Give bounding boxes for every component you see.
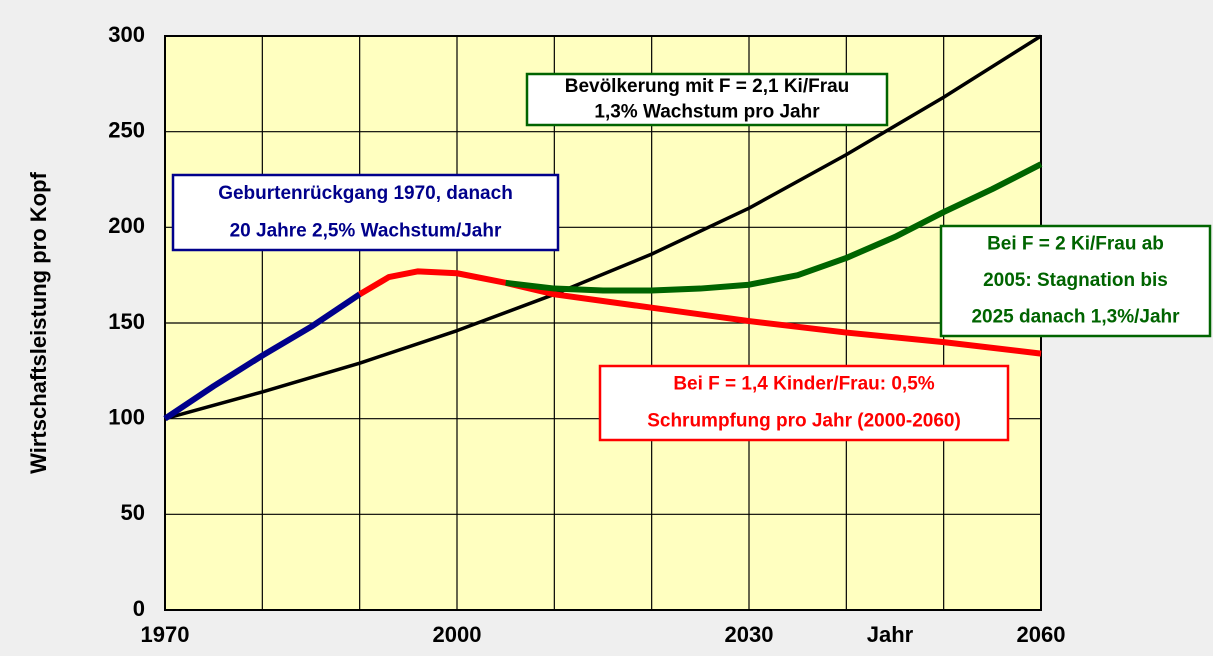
line	[358, 268, 1042, 357]
annotation-text: Bei F = 1,4 Kinder/Frau: 0,5%	[673, 374, 934, 395]
x-tick-label: 2060	[1017, 622, 1066, 647]
annotation-box	[525, 72, 889, 127]
y-tick-label: 100	[108, 404, 145, 429]
annotation-box	[939, 224, 1212, 338]
y-tick-label: 300	[108, 22, 145, 47]
x-tick-label: 1970	[141, 622, 190, 647]
x-tick-label: 2030	[725, 622, 774, 647]
annotation-text: 1,3% Wachstum pro Jahr	[594, 101, 820, 122]
x-axis-label: Jahr	[867, 622, 914, 647]
annotation-box	[171, 173, 560, 252]
y-tick-label: 150	[108, 309, 145, 334]
annotation-text: 20 Jahre 2,5% Wachstum/Jahr	[230, 220, 502, 241]
annotation-text: Geburtenrückgang 1970, danach	[218, 183, 513, 204]
y-tick-label: 0	[133, 596, 145, 621]
annotation-text: Bei F = 2 Ki/Frau ab	[987, 233, 1164, 254]
line	[505, 161, 1043, 294]
y-tick-label: 50	[121, 500, 145, 525]
y-tick-label: 250	[108, 117, 145, 142]
line	[164, 34, 1042, 421]
annotation-text: Schrumpfung pro Jahr (2000-2060)	[647, 411, 961, 432]
line	[163, 291, 362, 422]
y-axis-label: Wirtschaftsleistung pro Kopf	[26, 171, 51, 473]
annotation-box	[598, 364, 1010, 442]
x-tick-label: 2000	[433, 622, 482, 647]
annotation-text: Bevölkerung mit F = 2,1 Ki/Frau	[565, 76, 850, 97]
y-tick-label: 200	[108, 213, 145, 238]
annotation-text: 2025 danach 1,3%/Jahr	[971, 307, 1180, 328]
annotation-text: 2005: Stagnation bis	[983, 270, 1168, 291]
